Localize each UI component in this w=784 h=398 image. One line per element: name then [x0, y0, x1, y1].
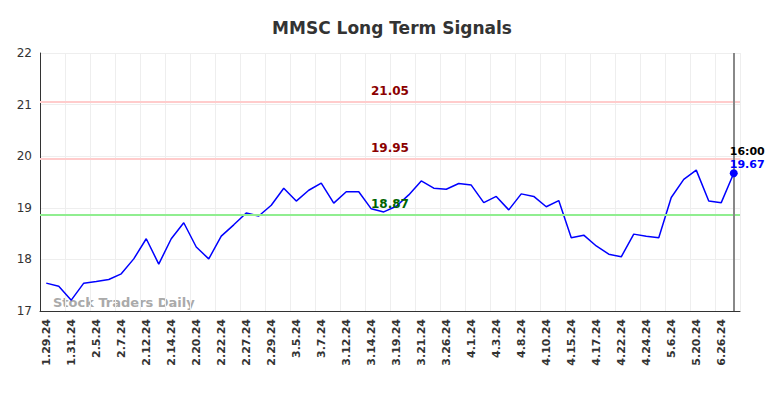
- svg-text:21.05: 21.05: [371, 84, 409, 98]
- svg-text:4.15.24: 4.15.24: [565, 319, 578, 366]
- svg-text:2.14.24: 2.14.24: [165, 319, 178, 366]
- svg-text:17: 17: [17, 304, 32, 318]
- svg-text:3.14.24: 3.14.24: [365, 319, 378, 366]
- svg-text:3.12.24: 3.12.24: [340, 319, 353, 366]
- svg-text:1.29.24: 1.29.24: [40, 319, 53, 366]
- svg-text:22: 22: [17, 46, 32, 60]
- svg-text:19: 19: [17, 201, 32, 215]
- svg-text:4.10.24: 4.10.24: [540, 319, 553, 366]
- svg-text:2.20.24: 2.20.24: [190, 319, 203, 366]
- svg-text:16:00: 16:00: [730, 145, 765, 158]
- svg-text:3.5.24: 3.5.24: [290, 319, 303, 358]
- svg-text:2.5.24: 2.5.24: [90, 319, 103, 358]
- svg-text:3.19.24: 3.19.24: [390, 319, 403, 366]
- svg-text:6.26.24: 6.26.24: [715, 319, 728, 366]
- svg-text:4.22.24: 4.22.24: [615, 319, 628, 366]
- svg-text:3.26.24: 3.26.24: [440, 319, 453, 366]
- svg-text:19.67: 19.67: [730, 158, 765, 171]
- svg-text:4.1.24: 4.1.24: [465, 319, 478, 358]
- svg-text:5.6.24: 5.6.24: [665, 319, 678, 358]
- svg-text:MMSC Long Term Signals: MMSC Long Term Signals: [272, 18, 512, 38]
- svg-text:3.21.24: 3.21.24: [415, 319, 428, 366]
- svg-text:4.3.24: 4.3.24: [490, 319, 503, 358]
- svg-text:4.24.24: 4.24.24: [640, 319, 653, 366]
- svg-text:2.7.24: 2.7.24: [115, 319, 128, 358]
- svg-text:4.17.24: 4.17.24: [590, 319, 603, 366]
- svg-text:19.95: 19.95: [371, 141, 409, 155]
- svg-text:4.8.24: 4.8.24: [515, 319, 528, 358]
- svg-text:2.22.24: 2.22.24: [215, 319, 228, 366]
- svg-text:18.87: 18.87: [371, 197, 409, 211]
- svg-text:2.29.24: 2.29.24: [265, 319, 278, 366]
- svg-text:3.7.24: 3.7.24: [315, 319, 328, 358]
- svg-text:2.27.24: 2.27.24: [240, 319, 253, 366]
- svg-text:1.31.24: 1.31.24: [65, 319, 78, 366]
- svg-text:20: 20: [17, 149, 32, 163]
- svg-text:18: 18: [17, 252, 32, 266]
- svg-text:21: 21: [17, 98, 32, 112]
- svg-text:2.12.24: 2.12.24: [140, 319, 153, 366]
- svg-text:5.20.24: 5.20.24: [690, 319, 703, 366]
- svg-text:Stock Traders Daily: Stock Traders Daily: [53, 295, 195, 310]
